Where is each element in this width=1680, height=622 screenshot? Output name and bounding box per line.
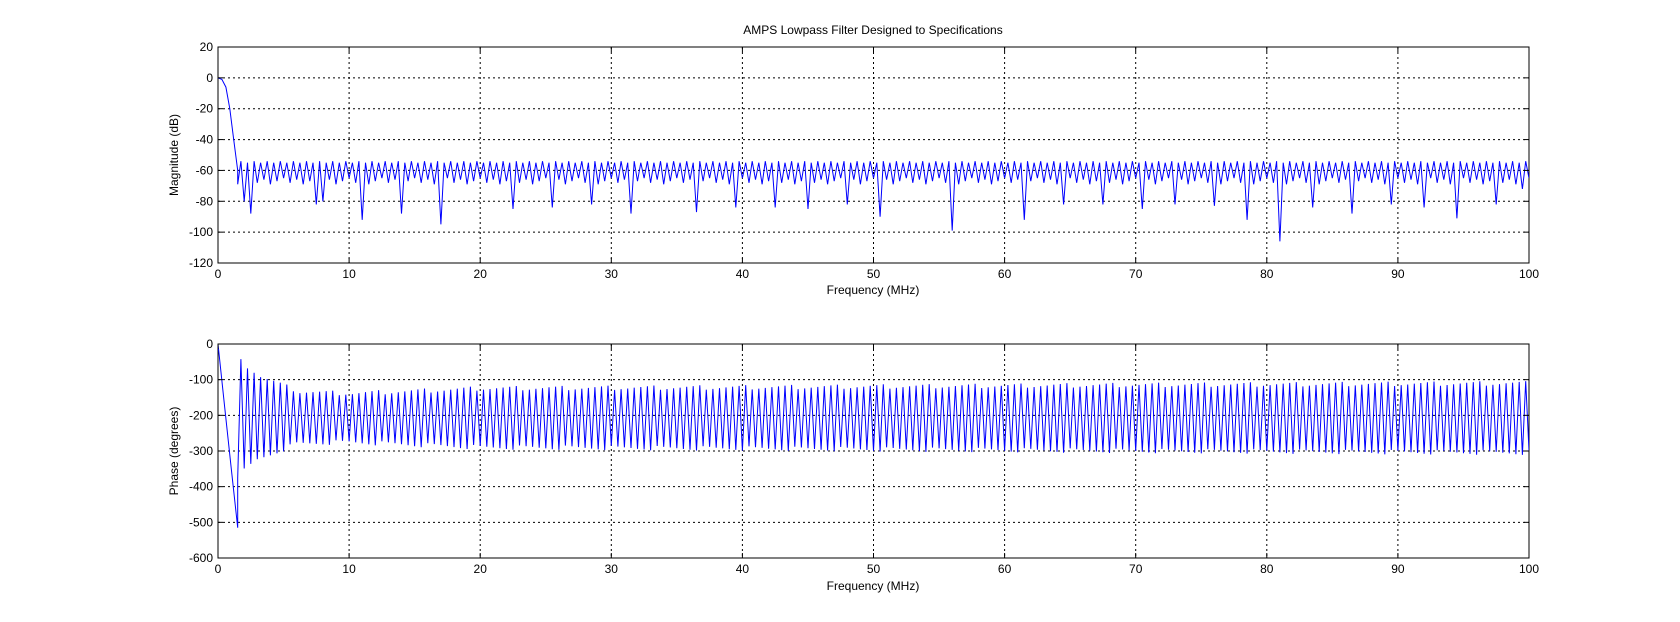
magnitude-curve-group: [218, 77, 1529, 242]
phase-x-tick-label: 0: [215, 562, 222, 576]
phase-x-tick-label: 10: [342, 562, 356, 576]
magnitude-x-tick-label: 100: [1519, 267, 1539, 281]
phase-y-tick-label: -600: [189, 551, 213, 565]
phase-y-label: Phase (degrees): [167, 407, 181, 496]
magnitude-y-tick-label: 0: [206, 71, 213, 85]
magnitude-x-tick-label: 80: [1260, 267, 1274, 281]
phase-y-tick-label: -200: [189, 408, 213, 422]
phase-x-tick-label: 90: [1391, 562, 1405, 576]
phase-plot: 0 10 20 30 40 50 60 70 80 90 100 0 -100 -200 -300 -400…: [167, 337, 1539, 593]
magnitude-series-line: [218, 77, 1529, 242]
magnitude-x-tick-label: 50: [867, 267, 881, 281]
magnitude-y-tick-label: -40: [196, 133, 214, 147]
phase-y-tick-label: -400: [189, 480, 213, 494]
magnitude-x-tick-label: 90: [1391, 267, 1405, 281]
magnitude-x-ticks: 0 10 20 30 40 50 60 70 80 90 100: [215, 47, 1539, 281]
magnitude-x-tick-label: 10: [342, 267, 356, 281]
phase-y-tick-label: -300: [189, 444, 213, 458]
magnitude-x-tick-label: 20: [474, 267, 488, 281]
phase-x-tick-label: 30: [605, 562, 619, 576]
magnitude-x-tick-label: 70: [1129, 267, 1143, 281]
magnitude-y-ticks: 20 0 -20 -40 -60 -80 -100 -120: [189, 40, 1529, 270]
magnitude-x-tick-label: 60: [998, 267, 1012, 281]
magnitude-y-tick-label: 20: [200, 40, 214, 54]
phase-x-tick-label: 70: [1129, 562, 1143, 576]
magnitude-x-label: Frequency (MHz): [827, 283, 920, 297]
magnitude-y-tick-label: -120: [189, 256, 213, 270]
magnitude-y-tick-label: -80: [196, 194, 214, 208]
chart-title: AMPS Lowpass Filter Designed to Specific…: [743, 23, 1002, 37]
phase-y-tick-label: -500: [189, 515, 213, 529]
phase-x-tick-label: 50: [867, 562, 881, 576]
magnitude-x-tick-label: 40: [736, 267, 750, 281]
phase-curve-group: [218, 344, 1529, 528]
phase-y-ticks: 0 -100 -200 -300 -400 -500 -600: [189, 337, 1529, 565]
phase-series-line: [218, 344, 1529, 528]
magnitude-y-tick-label: -60: [196, 163, 214, 177]
phase-x-tick-label: 60: [998, 562, 1012, 576]
phase-x-tick-label: 40: [736, 562, 750, 576]
phase-x-tick-label: 80: [1260, 562, 1274, 576]
magnitude-y-tick-label: -100: [189, 225, 213, 239]
phase-x-tick-label: 20: [474, 562, 488, 576]
magnitude-y-label: Magnitude (dB): [167, 114, 181, 196]
magnitude-axes-box: [217, 46, 1530, 264]
phase-x-ticks: 0 10 20 30 40 50 60 70 80 90 100: [215, 344, 1539, 576]
magnitude-x-tick-label: 30: [605, 267, 619, 281]
phase-x-tick-label: 100: [1519, 562, 1539, 576]
phase-y-tick-label: 0: [206, 337, 213, 351]
phase-y-tick-label: -100: [189, 373, 213, 387]
magnitude-plot: 0 10 20 30 40 50 60 70 80 90 100 20 0 -20 -40 -60 -80 -1…: [167, 40, 1539, 297]
magnitude-grid: [218, 47, 1529, 263]
phase-grid: [218, 344, 1529, 558]
magnitude-y-tick-label: -20: [196, 102, 214, 116]
phase-x-label: Frequency (MHz): [827, 579, 920, 593]
magnitude-x-tick-label: 0: [215, 267, 222, 281]
